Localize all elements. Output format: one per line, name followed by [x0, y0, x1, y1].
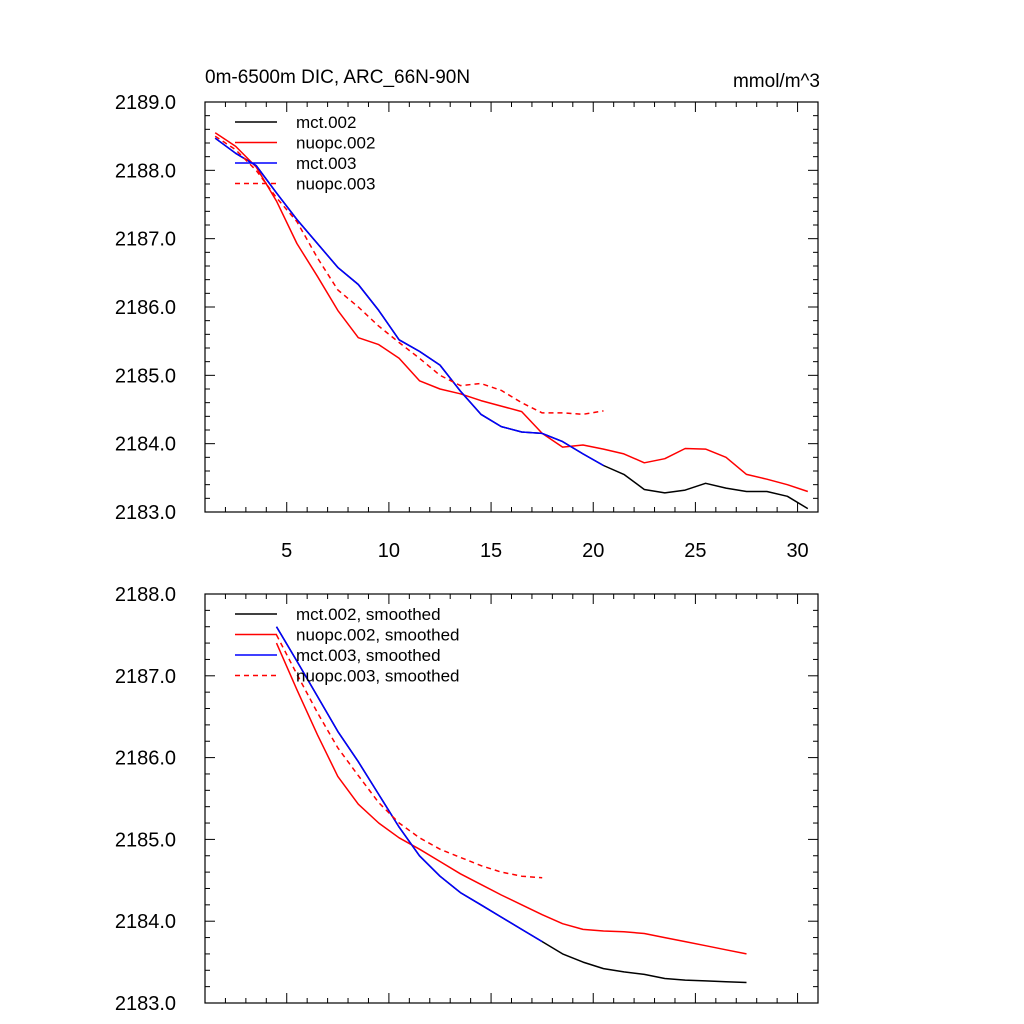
legend-label: mct.003 — [296, 154, 356, 173]
x-tick-label: 15 — [480, 540, 502, 562]
y-tick-label: 2189.0 — [115, 92, 176, 114]
y-tick-label: 2186.0 — [115, 297, 176, 319]
y-tick-label: 2188.0 — [115, 584, 176, 606]
legend-label: mct.003, smoothed — [296, 646, 441, 665]
panel-smoothed: 2183.0 2184.0 2185.0 2186.0 2187.0 2188.0 mct.… — [115, 584, 819, 1015]
series-line — [275, 642, 747, 955]
legend-label: nuopc.003 — [296, 175, 375, 194]
y-tick-label: 2185.0 — [115, 365, 176, 387]
panel-raw: 0m-6500m DIC, ARC_66N-90N mmol/m^3 5 10 15… — [115, 67, 820, 562]
x-tick-label: 20 — [582, 540, 604, 562]
series-line — [275, 634, 543, 879]
legend-label: nuopc.003, smoothed — [296, 667, 460, 686]
y-tick-label: 2184.0 — [115, 434, 176, 456]
x-tick-label: 5 — [281, 540, 292, 562]
y-tick-label: 2187.0 — [115, 666, 176, 688]
legend-label: mct.002, smoothed — [296, 605, 441, 624]
chart-title: 0m-6500m DIC, ARC_66N-90N — [205, 67, 470, 88]
y-tick-label: 2187.0 — [115, 229, 176, 251]
y-tick-label: 2183.0 — [115, 993, 176, 1015]
x-tick-label: 30 — [786, 540, 808, 562]
y-tick-label: 2185.0 — [115, 829, 176, 851]
legend-label: mct.002 — [296, 113, 356, 132]
legend-label: nuopc.002, smoothed — [296, 626, 460, 645]
legend-label: nuopc.002 — [296, 134, 375, 153]
x-tick-label: 25 — [684, 540, 706, 562]
series-line — [214, 135, 604, 416]
series-line — [275, 626, 543, 943]
series-line — [214, 137, 809, 510]
y-tick-label: 2186.0 — [115, 748, 176, 770]
x-tick-label: 10 — [378, 540, 400, 562]
y-tick-label: 2183.0 — [115, 502, 176, 524]
series-line — [214, 132, 809, 493]
units-label: mmol/m^3 — [733, 71, 820, 92]
y-tick-label: 2188.0 — [115, 160, 176, 182]
series-line — [214, 137, 604, 467]
y-tick-label: 2184.0 — [115, 911, 176, 933]
